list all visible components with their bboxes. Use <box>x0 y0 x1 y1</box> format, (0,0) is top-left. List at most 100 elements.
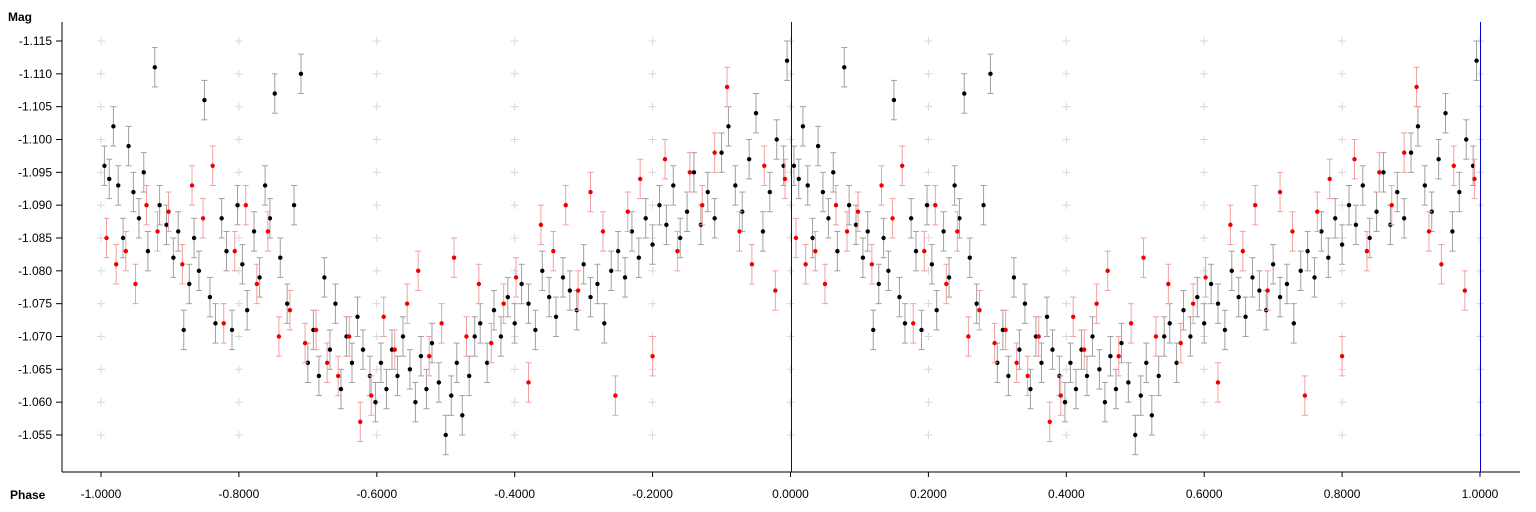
data-point <box>436 380 442 385</box>
y-tick-label: -1.055 <box>18 428 52 442</box>
y-tick-label: -1.075 <box>18 297 52 311</box>
grid-cross <box>1062 102 1071 111</box>
data-point <box>705 189 710 195</box>
data-point <box>369 393 374 398</box>
grid-cross <box>924 398 933 407</box>
data-point <box>1364 248 1370 254</box>
grid-cross <box>372 168 381 177</box>
data-point <box>355 314 360 319</box>
data-point <box>373 399 378 405</box>
data-point <box>575 288 581 293</box>
grid-cross <box>372 332 381 341</box>
data-point <box>546 294 552 300</box>
data-point <box>1270 262 1276 267</box>
data-point <box>478 321 483 326</box>
data-point <box>919 327 924 333</box>
data-point <box>1240 248 1246 254</box>
grid-cross <box>1200 69 1209 78</box>
data-point <box>1436 157 1441 162</box>
data-point <box>1094 301 1099 306</box>
grid-cross <box>97 168 105 177</box>
data-point <box>1464 137 1469 142</box>
data-point <box>944 281 949 287</box>
grid-cross <box>924 234 933 242</box>
grid-cross <box>234 69 243 78</box>
data-point <box>934 308 939 313</box>
data-point <box>733 183 738 188</box>
data-point <box>1014 360 1019 365</box>
data-point <box>200 216 206 221</box>
data-point <box>782 176 788 182</box>
data-point <box>784 58 790 63</box>
data-point <box>1339 242 1345 247</box>
data-point <box>600 229 606 234</box>
grid-cross <box>1062 69 1071 78</box>
data-point <box>1222 327 1228 333</box>
data-point <box>384 386 389 392</box>
data-point <box>913 248 919 254</box>
x-tick-label: 1.0000 <box>1462 487 1499 501</box>
data-point <box>229 327 235 333</box>
y-tick-label: -1.070 <box>18 330 52 344</box>
data-point <box>1108 354 1113 359</box>
data-point <box>1102 399 1108 405</box>
x-tick-label: -0.6000 <box>356 487 397 501</box>
data-point <box>1229 268 1234 274</box>
y-tick-label: -1.110 <box>19 67 52 81</box>
data-point <box>1133 432 1138 438</box>
data-point <box>210 163 215 168</box>
data-point <box>724 84 730 90</box>
data-point <box>933 202 938 208</box>
data-point <box>1439 262 1444 267</box>
data-point <box>1082 347 1087 352</box>
grid-cross <box>372 266 381 275</box>
data-point <box>637 176 643 182</box>
grid-cross <box>786 365 795 374</box>
x-tick-label: 0.8000 <box>1324 487 1361 501</box>
data-point <box>1462 288 1468 293</box>
grid-cross <box>372 69 381 78</box>
grid-cross <box>1200 398 1209 407</box>
data-point <box>1181 308 1186 313</box>
grid-cross <box>234 234 243 242</box>
data-point <box>992 340 997 346</box>
data-point <box>1327 176 1332 182</box>
grid-cross <box>97 266 105 275</box>
grid-cross <box>97 69 105 78</box>
data-point <box>1039 360 1044 365</box>
data-point <box>955 229 960 234</box>
grid-cross <box>1338 102 1347 111</box>
data-point <box>588 294 593 300</box>
grid-cross <box>1338 201 1347 210</box>
data-point <box>113 262 119 267</box>
data-point <box>1367 235 1372 241</box>
data-point <box>116 183 121 188</box>
data-point <box>381 314 386 319</box>
grid-cross <box>786 332 795 341</box>
data-point <box>1174 360 1179 365</box>
grid-cross <box>924 102 933 111</box>
data-point <box>491 308 497 313</box>
grid-cross <box>924 431 933 439</box>
grid-cross <box>1338 135 1347 144</box>
data-point <box>842 65 847 70</box>
grid-cross <box>97 102 105 111</box>
grid-cross <box>648 69 657 78</box>
data-point <box>1228 222 1233 228</box>
grid-cross <box>234 37 243 45</box>
grid-markers <box>97 37 1484 439</box>
data-point <box>664 222 669 228</box>
data-point <box>460 413 465 418</box>
data-point <box>876 281 881 287</box>
data-point <box>924 202 930 208</box>
data-point <box>853 222 859 228</box>
grid-cross <box>372 135 381 144</box>
data-point <box>181 327 186 333</box>
data-point <box>327 347 333 352</box>
data-point <box>774 137 779 142</box>
y-tick-label: -1.065 <box>18 362 52 376</box>
data-point <box>189 183 195 188</box>
data-point <box>1277 189 1283 195</box>
grid-cross <box>1062 168 1071 177</box>
data-point <box>155 229 160 234</box>
